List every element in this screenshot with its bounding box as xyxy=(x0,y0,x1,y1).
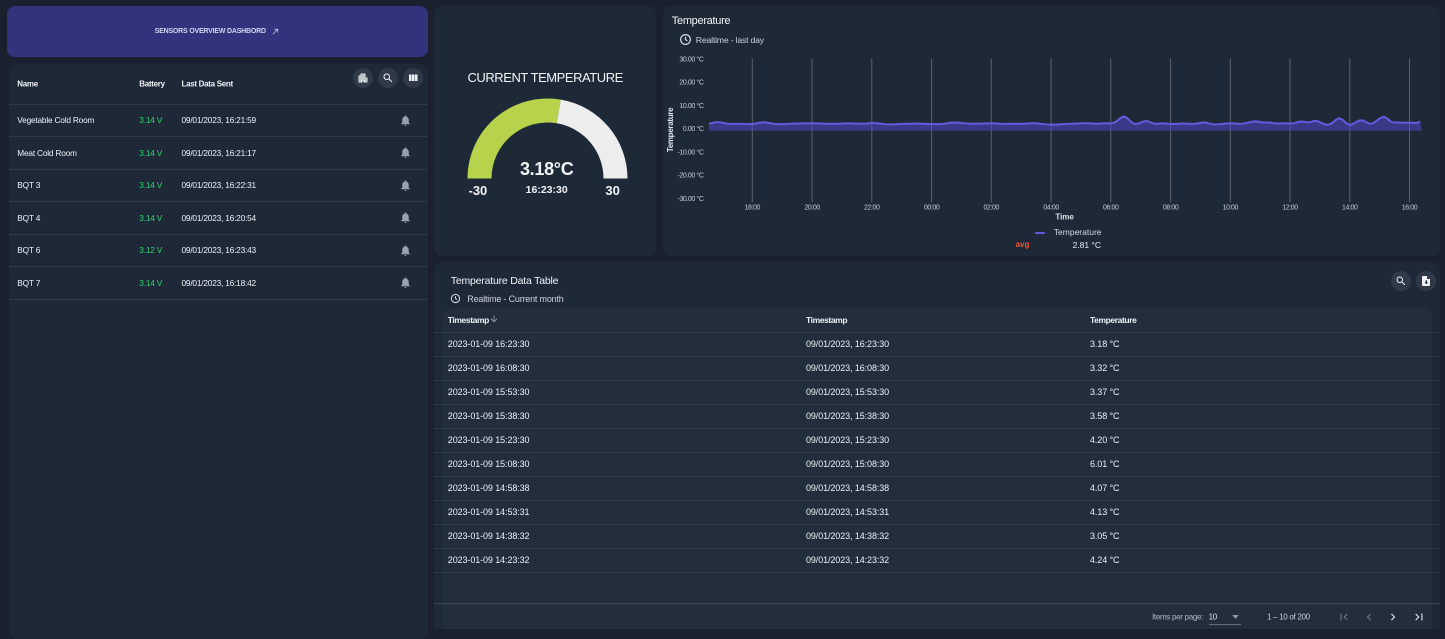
svg-text:18:00: 18:00 xyxy=(744,204,760,211)
svg-text:0.00 °C: 0.00 °C xyxy=(683,125,704,133)
svg-text:Time: Time xyxy=(1055,212,1074,221)
svg-text:08:00: 08:00 xyxy=(1163,204,1179,211)
svg-text:20:00: 20:00 xyxy=(804,204,820,211)
svg-text:22:00: 22:00 xyxy=(864,204,880,211)
svg-text:10:00: 10:00 xyxy=(1222,204,1238,211)
svg-text:30.00 °C: 30.00 °C xyxy=(679,55,703,63)
svg-text:Temperature: Temperature xyxy=(666,106,675,151)
svg-text:10.00 °C: 10.00 °C xyxy=(679,101,703,109)
svg-text:20.00 °C: 20.00 °C xyxy=(679,78,703,86)
svg-text:04:00: 04:00 xyxy=(1043,204,1059,211)
svg-text:12:00: 12:00 xyxy=(1282,204,1298,211)
svg-text:-30.00 °C: -30.00 °C xyxy=(677,194,703,202)
svg-text:-20.00 °C: -20.00 °C xyxy=(677,171,703,179)
svg-text:16:00: 16:00 xyxy=(1402,204,1418,211)
svg-text:14:00: 14:00 xyxy=(1342,204,1358,211)
svg-text:02:00: 02:00 xyxy=(983,204,999,211)
svg-text:-10.00 °C: -10.00 °C xyxy=(677,148,703,156)
svg-text:00:00: 00:00 xyxy=(924,204,940,211)
svg-text:06:00: 06:00 xyxy=(1103,204,1119,211)
